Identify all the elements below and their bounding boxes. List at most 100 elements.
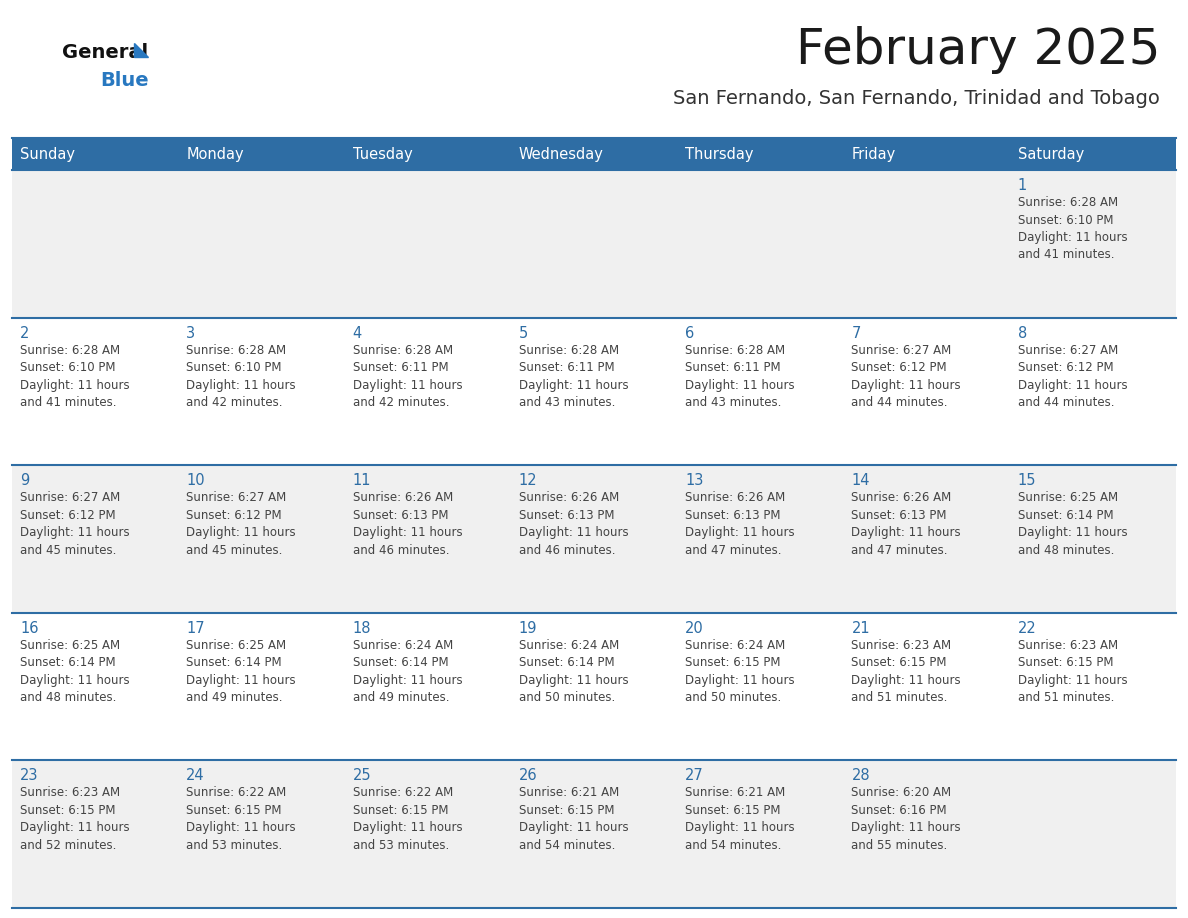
Text: 21: 21 [852,621,870,636]
Text: Sunrise: 6:25 AM
Sunset: 6:14 PM
Daylight: 11 hours
and 49 minutes.: Sunrise: 6:25 AM Sunset: 6:14 PM Dayligh… [187,639,296,704]
Text: 12: 12 [519,473,537,488]
Bar [1010,465,1176,613]
Bar [1010,138,1176,170]
Text: Saturday: Saturday [1018,147,1083,162]
Bar [345,170,511,318]
Text: Sunrise: 6:24 AM
Sunset: 6:14 PM
Daylight: 11 hours
and 49 minutes.: Sunrise: 6:24 AM Sunset: 6:14 PM Dayligh… [353,639,462,704]
Text: 24: 24 [187,768,204,783]
Text: Sunrise: 6:22 AM
Sunset: 6:15 PM
Daylight: 11 hours
and 53 minutes.: Sunrise: 6:22 AM Sunset: 6:15 PM Dayligh… [353,787,462,852]
Text: Tuesday: Tuesday [353,147,412,162]
Bar [1010,170,1176,318]
Text: Wednesday: Wednesday [519,147,604,162]
Text: Sunrise: 6:27 AM
Sunset: 6:12 PM
Daylight: 11 hours
and 45 minutes.: Sunrise: 6:27 AM Sunset: 6:12 PM Dayligh… [20,491,129,556]
Text: Sunrise: 6:24 AM
Sunset: 6:15 PM
Daylight: 11 hours
and 50 minutes.: Sunrise: 6:24 AM Sunset: 6:15 PM Dayligh… [685,639,795,704]
Bar [345,613,511,760]
Text: Sunrise: 6:26 AM
Sunset: 6:13 PM
Daylight: 11 hours
and 47 minutes.: Sunrise: 6:26 AM Sunset: 6:13 PM Dayligh… [685,491,795,556]
Text: Sunrise: 6:21 AM
Sunset: 6:15 PM
Daylight: 11 hours
and 54 minutes.: Sunrise: 6:21 AM Sunset: 6:15 PM Dayligh… [685,787,795,852]
Bar [12,138,178,170]
Text: Friday: Friday [852,147,896,162]
Text: 23: 23 [20,768,38,783]
Text: San Fernando, San Fernando, Trinidad and Tobago: San Fernando, San Fernando, Trinidad and… [674,88,1159,107]
Text: Sunrise: 6:21 AM
Sunset: 6:15 PM
Daylight: 11 hours
and 54 minutes.: Sunrise: 6:21 AM Sunset: 6:15 PM Dayligh… [519,787,628,852]
Text: 25: 25 [353,768,371,783]
Text: 27: 27 [685,768,704,783]
Text: 26: 26 [519,768,537,783]
Bar [677,613,843,760]
Bar [178,138,345,170]
Bar [12,465,178,613]
Bar [1010,318,1176,465]
Text: 18: 18 [353,621,371,636]
Bar [511,465,677,613]
Bar [178,170,345,318]
Text: Sunrise: 6:26 AM
Sunset: 6:13 PM
Daylight: 11 hours
and 47 minutes.: Sunrise: 6:26 AM Sunset: 6:13 PM Dayligh… [852,491,961,556]
Text: 28: 28 [852,768,870,783]
Text: Sunrise: 6:27 AM
Sunset: 6:12 PM
Daylight: 11 hours
and 45 minutes.: Sunrise: 6:27 AM Sunset: 6:12 PM Dayligh… [187,491,296,556]
Bar [843,760,1010,908]
Bar [511,170,677,318]
Text: 15: 15 [1018,473,1036,488]
Text: 14: 14 [852,473,870,488]
Bar [511,760,677,908]
Bar [178,465,345,613]
Text: Sunrise: 6:28 AM
Sunset: 6:11 PM
Daylight: 11 hours
and 42 minutes.: Sunrise: 6:28 AM Sunset: 6:11 PM Dayligh… [353,343,462,409]
Bar [178,613,345,760]
Bar [511,138,677,170]
Text: Monday: Monday [187,147,244,162]
Text: 2: 2 [20,326,30,341]
Text: Sunrise: 6:28 AM
Sunset: 6:10 PM
Daylight: 11 hours
and 41 minutes.: Sunrise: 6:28 AM Sunset: 6:10 PM Dayligh… [20,343,129,409]
Bar [12,613,178,760]
Text: 8: 8 [1018,326,1026,341]
Text: General: General [62,42,148,62]
Bar [12,318,178,465]
Bar [12,170,178,318]
Text: Sunday: Sunday [20,147,75,162]
Text: Sunrise: 6:26 AM
Sunset: 6:13 PM
Daylight: 11 hours
and 46 minutes.: Sunrise: 6:26 AM Sunset: 6:13 PM Dayligh… [353,491,462,556]
Text: 20: 20 [685,621,704,636]
Bar [843,318,1010,465]
Text: 9: 9 [20,473,30,488]
Bar [345,760,511,908]
Text: 17: 17 [187,621,204,636]
Text: Sunrise: 6:22 AM
Sunset: 6:15 PM
Daylight: 11 hours
and 53 minutes.: Sunrise: 6:22 AM Sunset: 6:15 PM Dayligh… [187,787,296,852]
Bar [677,318,843,465]
Bar [843,465,1010,613]
Text: Sunrise: 6:27 AM
Sunset: 6:12 PM
Daylight: 11 hours
and 44 minutes.: Sunrise: 6:27 AM Sunset: 6:12 PM Dayligh… [852,343,961,409]
Text: 1: 1 [1018,178,1026,193]
Text: 3: 3 [187,326,195,341]
Bar [178,760,345,908]
Bar [677,170,843,318]
Text: 16: 16 [20,621,38,636]
Text: Sunrise: 6:28 AM
Sunset: 6:11 PM
Daylight: 11 hours
and 43 minutes.: Sunrise: 6:28 AM Sunset: 6:11 PM Dayligh… [519,343,628,409]
Text: Sunrise: 6:28 AM
Sunset: 6:11 PM
Daylight: 11 hours
and 43 minutes.: Sunrise: 6:28 AM Sunset: 6:11 PM Dayligh… [685,343,795,409]
Bar [511,318,677,465]
Bar [677,465,843,613]
Bar [1010,613,1176,760]
Text: 6: 6 [685,326,695,341]
Text: Sunrise: 6:28 AM
Sunset: 6:10 PM
Daylight: 11 hours
and 42 minutes.: Sunrise: 6:28 AM Sunset: 6:10 PM Dayligh… [187,343,296,409]
Bar [178,318,345,465]
Text: 11: 11 [353,473,371,488]
Text: February 2025: February 2025 [796,26,1159,74]
Bar [12,760,178,908]
Bar [1010,760,1176,908]
Text: Sunrise: 6:24 AM
Sunset: 6:14 PM
Daylight: 11 hours
and 50 minutes.: Sunrise: 6:24 AM Sunset: 6:14 PM Dayligh… [519,639,628,704]
Text: 4: 4 [353,326,362,341]
Bar [677,760,843,908]
Bar [345,465,511,613]
Polygon shape [134,43,148,57]
Text: Thursday: Thursday [685,147,753,162]
Text: Sunrise: 6:25 AM
Sunset: 6:14 PM
Daylight: 11 hours
and 48 minutes.: Sunrise: 6:25 AM Sunset: 6:14 PM Dayligh… [20,639,129,704]
Text: 10: 10 [187,473,204,488]
Bar [677,138,843,170]
Text: Sunrise: 6:23 AM
Sunset: 6:15 PM
Daylight: 11 hours
and 52 minutes.: Sunrise: 6:23 AM Sunset: 6:15 PM Dayligh… [20,787,129,852]
Bar [511,613,677,760]
Bar [345,318,511,465]
Text: Sunrise: 6:23 AM
Sunset: 6:15 PM
Daylight: 11 hours
and 51 minutes.: Sunrise: 6:23 AM Sunset: 6:15 PM Dayligh… [1018,639,1127,704]
Text: 22: 22 [1018,621,1036,636]
Text: 5: 5 [519,326,529,341]
Bar [843,170,1010,318]
Bar [843,613,1010,760]
Text: 7: 7 [852,326,861,341]
Text: 13: 13 [685,473,703,488]
